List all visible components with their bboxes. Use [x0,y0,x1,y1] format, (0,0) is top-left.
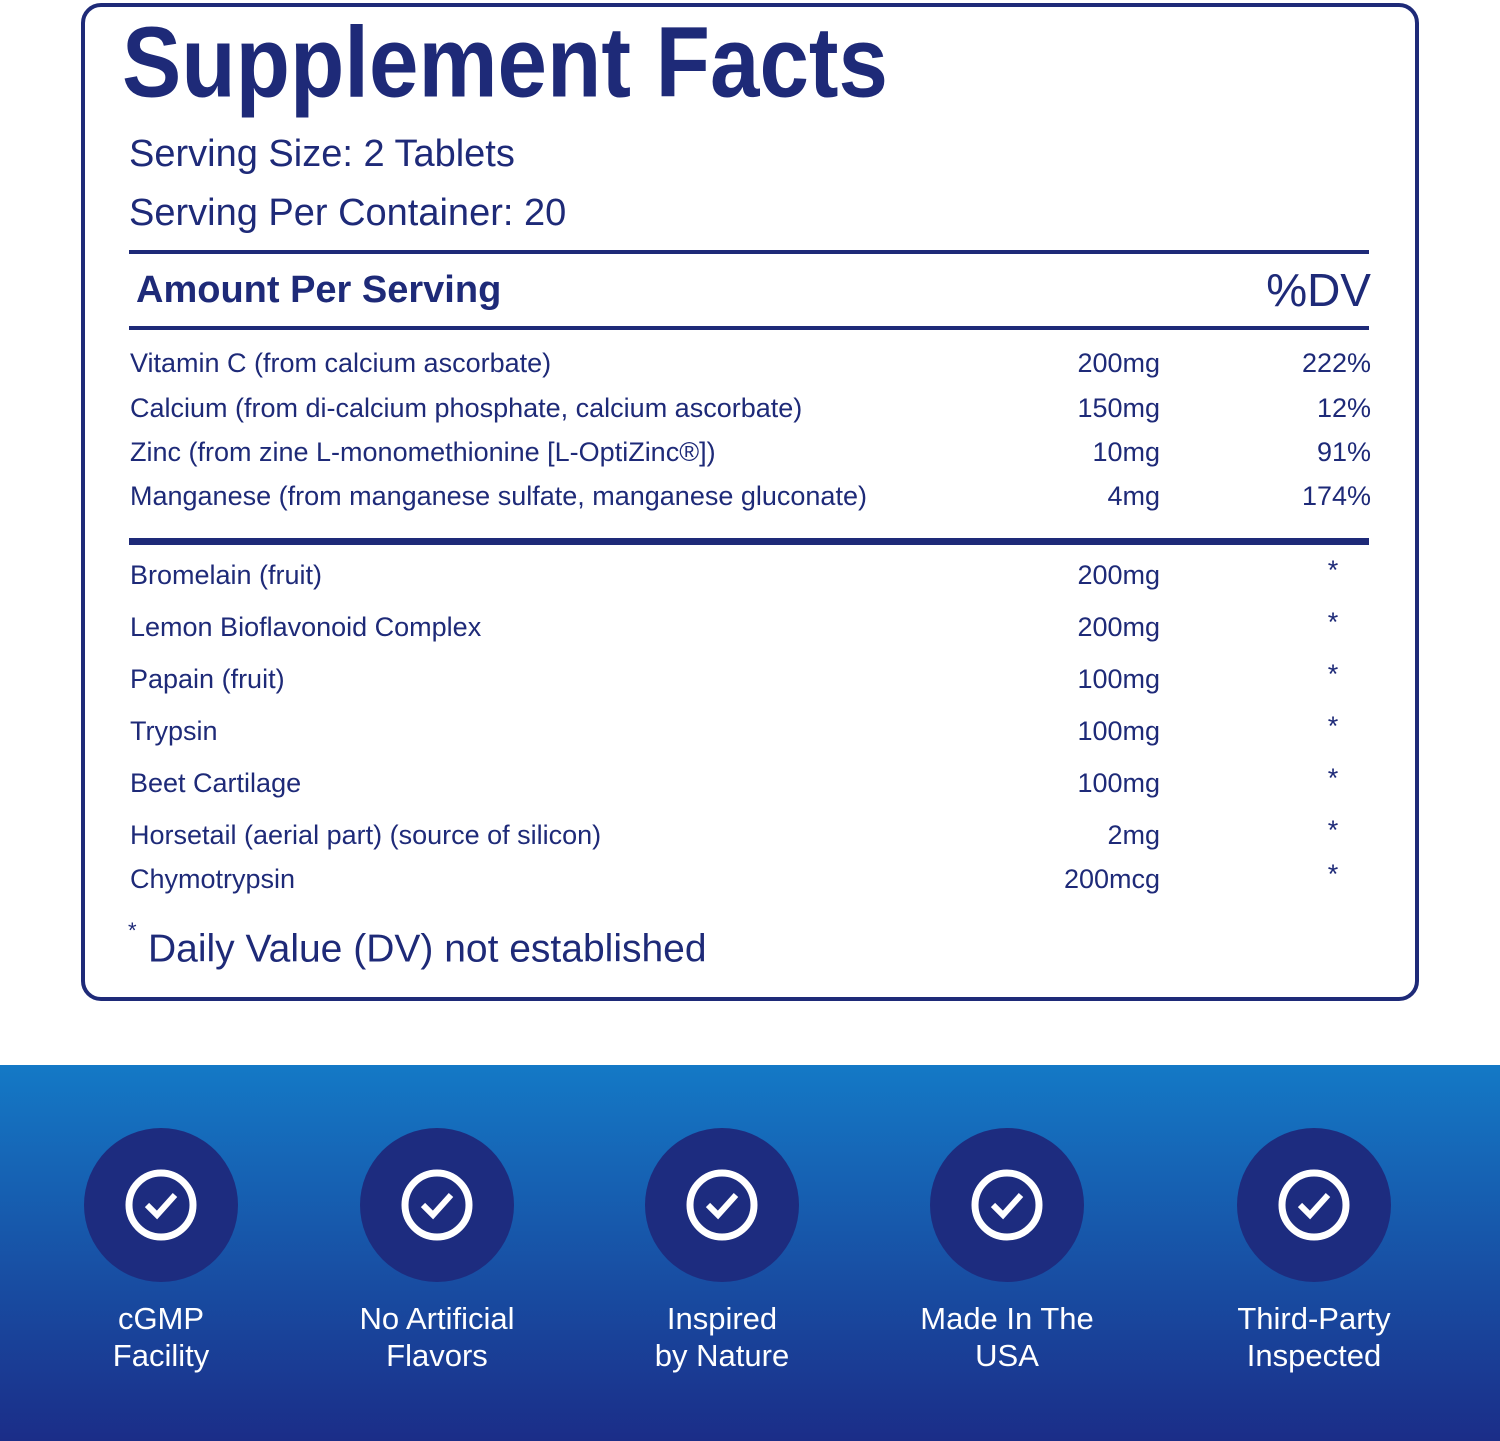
ingredient-amount: 200mcg [1064,864,1160,894]
nutrient-amount: 200mg [1077,348,1160,378]
badge-icon [125,1169,197,1241]
divider [129,250,1369,254]
ingredient-dv: * [1328,607,1339,637]
nutrient-dv: 91% [1317,437,1371,467]
badge-icon [971,1169,1043,1241]
badge-circle [645,1128,799,1282]
dv-header: %DV [1266,264,1371,316]
badge-label: Flavors [386,1338,488,1373]
nutrient-name: Vitamin C (from calcium ascorbate) [130,348,551,378]
badge-circle [930,1128,1084,1282]
nutrient-amount: 10mg [1092,437,1160,467]
badge-label: No Artificial [359,1301,514,1336]
ingredient-amount: 2mg [1107,820,1160,850]
ingredient-amount: 100mg [1077,768,1160,798]
badge-icon [401,1169,473,1241]
ingredient-amount: 200mg [1077,560,1160,590]
ingredient-name: Chymotrypsin [130,864,295,894]
ingredient-amount: 100mg [1077,664,1160,694]
ingredient-name: Horsetail (aerial part) (source of silic… [130,820,601,850]
badge-icon [686,1169,758,1241]
title: Supplement Facts [122,6,888,118]
badge-circle [360,1128,514,1282]
nutrient-dv: 174% [1302,481,1371,511]
badge-label: USA [975,1338,1039,1373]
nutrient-name: Zinc (from zine L-monomethionine [L-Opti… [130,437,716,467]
ingredient-dv: * [1328,711,1339,741]
ingredient-amount: 100mg [1077,716,1160,746]
divider [129,538,1369,545]
badge-label: Inspected [1247,1338,1381,1373]
nutrient-dv: 222% [1302,348,1371,378]
ingredient-name: Papain (fruit) [130,664,285,694]
nutrient-amount: 150mg [1077,393,1160,423]
footnote-mark: * [128,918,137,943]
badge-icon-check [705,1192,739,1220]
badge-label: by Nature [655,1338,789,1373]
serving-size: Serving Size: 2 Tablets [129,133,515,175]
nutrient-name: Calcium (from di-calcium phosphate, calc… [130,393,802,423]
ingredient-name: Trypsin [130,716,218,746]
ingredient-dv: * [1328,555,1339,585]
badge-label: cGMP [118,1301,204,1336]
amount-header: Amount Per Serving [136,269,501,311]
footnote: Daily Value (DV) not established [148,927,707,970]
servings-per-container: Serving Per Container: 20 [129,192,566,234]
ingredient-name: Lemon Bioflavonoid Complex [130,612,482,642]
badge-label: Made In The [920,1301,1093,1336]
ingredient-dv: * [1328,763,1339,793]
nutrient-amount: 4mg [1107,481,1160,511]
badge-label: Third-Party [1237,1301,1391,1336]
badge-circle [1237,1128,1391,1282]
badge-icon-check [990,1192,1024,1220]
badge-label: Facility [113,1338,210,1373]
nutrient-dv: 12% [1317,393,1371,423]
badge-icon [1278,1169,1350,1241]
ingredient-name: Beet Cartilage [130,768,301,798]
ingredient-dv: * [1328,859,1339,889]
divider [129,326,1369,330]
nutrient-name: Manganese (from manganese sulfate, manga… [130,481,867,511]
badge-icon-check [144,1192,178,1220]
badge-circle [84,1128,238,1282]
ingredient-dv: * [1328,815,1339,845]
badge-icon-check [1297,1192,1331,1220]
badge-icon-check [420,1192,454,1220]
ingredient-name: Bromelain (fruit) [130,560,322,590]
rows: Vitamin C (from calcium ascorbate) 200mg 2… [130,348,1371,894]
badge-label: Inspired [667,1301,777,1336]
ingredient-amount: 200mg [1077,612,1160,642]
ingredient-dv: * [1328,659,1339,689]
